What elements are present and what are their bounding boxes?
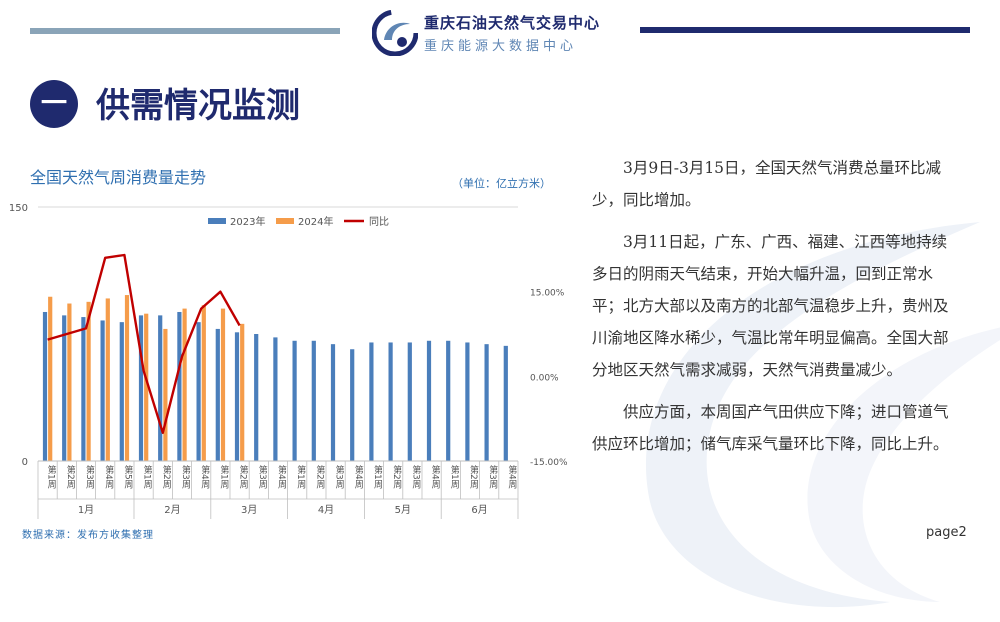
legend-swatch-2023: [208, 218, 226, 224]
bar-2024: [86, 301, 91, 461]
bar-2023: [196, 322, 201, 461]
x-tick-label: 第4周: [506, 464, 517, 490]
bar-2024: [124, 295, 130, 461]
bar-2023: [254, 334, 259, 461]
x-tick-label: 第3周: [334, 464, 345, 490]
logo-icon: [372, 10, 418, 56]
bar-2023: [292, 340, 297, 461]
background-swirl: [645, 222, 1000, 608]
x-tick-label: 第3周: [487, 464, 498, 490]
y2-tick-label: -15.00%: [530, 458, 568, 468]
bar-2023: [100, 320, 105, 461]
x-tick-label: 第1周: [372, 464, 383, 490]
month-label: 6月: [471, 504, 487, 516]
x-tick-label: 第3周: [180, 464, 191, 490]
bar-2023: [158, 315, 163, 461]
legend-label-2023: 2023年: [230, 215, 265, 228]
x-tick-label: 第4周: [430, 464, 441, 490]
bar-2023: [503, 345, 508, 461]
bar-2023: [81, 317, 86, 461]
legend-label-yoy: 同比: [369, 216, 389, 228]
bar-2023: [177, 311, 182, 461]
header-bar-left: [30, 28, 340, 34]
x-tick-label: 第3周: [84, 464, 95, 490]
brand-title: 重庆石油天然气交易中心: [424, 14, 601, 32]
bar-2024: [240, 323, 245, 461]
section-badge: 一: [30, 80, 78, 128]
bar-2023: [369, 342, 374, 461]
bar-2023: [484, 344, 489, 461]
bar-2023: [446, 340, 451, 461]
bar-2023: [138, 315, 144, 461]
x-tick-label: 第1周: [46, 464, 57, 490]
bar-2023: [465, 342, 470, 461]
legend-swatch-2024: [276, 218, 294, 224]
brand-subtitle: 重庆能源大数据中心: [424, 39, 578, 54]
bar-2023: [407, 342, 412, 461]
x-tick-label: 第3周: [257, 464, 268, 490]
header-bar-right: [640, 27, 970, 33]
bar-2023: [215, 328, 220, 461]
yoy-line: [47, 253, 241, 435]
month-label: 5月: [395, 504, 411, 516]
bar-2024: [105, 298, 110, 461]
data-source: 数据来源：发布方收集整理: [22, 530, 154, 541]
bar-2024: [163, 328, 168, 461]
bar-2024: [220, 308, 226, 461]
month-label: 4月: [318, 504, 334, 516]
bar-2023: [42, 311, 48, 461]
x-tick-label: 第2周: [314, 464, 325, 490]
bar-2023: [311, 340, 316, 461]
bar-2023: [273, 337, 278, 461]
x-tick-label: 第4周: [353, 464, 364, 490]
bar-2024: [67, 303, 72, 461]
y-tick-label: 150: [9, 203, 28, 214]
bar-2023: [388, 342, 393, 461]
x-tick-label: 第2周: [468, 464, 479, 490]
x-tick-label: 第2周: [161, 464, 172, 490]
paragraph-weather: 3月11日起，广东、广西、福建、江西等地持续多日的阴雨天气结束，开始大幅升温，回…: [592, 233, 949, 379]
chart-title: 全国天然气周消费量走势: [30, 168, 207, 187]
bar-2024: [48, 296, 53, 461]
y-tick-label: 0: [22, 457, 28, 468]
x-tick-label: 第4周: [199, 464, 210, 490]
x-tick-label: 第3周: [410, 464, 421, 490]
bar-2023: [350, 349, 355, 461]
legend-label-2024: 2024年: [298, 215, 333, 228]
bar-2024: [201, 305, 206, 461]
analysis-text: 3月9日-3月15日，全国天然气消费总量环比减少，同比增加。 3月11日起，广东…: [592, 152, 962, 470]
x-tick-label: 第2周: [65, 464, 76, 490]
bar-2024: [182, 308, 187, 461]
month-label: 2月: [164, 504, 180, 516]
bar-2024: [144, 313, 149, 461]
bar-2023: [234, 332, 240, 461]
x-tick-label: 第4周: [276, 464, 287, 490]
section-badge-label: 一: [40, 89, 67, 119]
bar-2023: [62, 315, 67, 461]
section-title: 供需情况监测: [96, 86, 300, 126]
paragraph-supply: 供应方面，本周国产气田供应下降；进口管道气供应环比增加；储气库采气量环比下降，同…: [592, 403, 949, 453]
bar-2023: [330, 344, 336, 461]
x-tick-label: 第1周: [449, 464, 460, 490]
x-tick-label: 第4周: [103, 464, 114, 490]
x-tick-label: 第1周: [218, 464, 229, 490]
page-number: page2: [926, 525, 967, 540]
y2-tick-label: 15.00%: [530, 289, 565, 299]
bar-2023: [119, 322, 124, 461]
bar-2023: [426, 340, 432, 461]
month-label: 1月: [78, 504, 94, 516]
y2-tick-label: 0.00%: [530, 373, 559, 383]
month-label: 3月: [241, 504, 257, 516]
x-tick-label: 第5周: [122, 464, 132, 490]
x-tick-label: 第2周: [238, 464, 249, 490]
x-tick-label: 第1周: [295, 464, 306, 490]
chart-unit: （单位：亿立方米）: [452, 177, 551, 190]
x-tick-label: 第2周: [391, 464, 402, 490]
x-tick-label: 第1周: [142, 464, 153, 490]
paragraph-consumption: 3月9日-3月15日，全国天然气消费总量环比减少，同比增加。: [592, 159, 942, 209]
